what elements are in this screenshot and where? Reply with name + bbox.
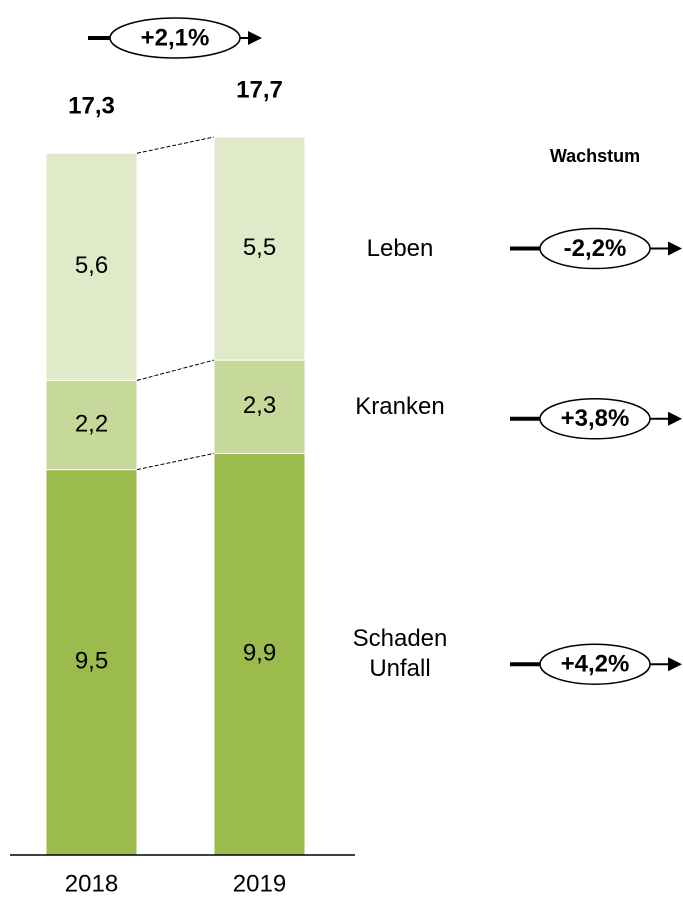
connector bbox=[136, 452, 215, 471]
bar-segment bbox=[45, 379, 138, 471]
arrow-head bbox=[248, 31, 262, 45]
bar-segment bbox=[213, 136, 306, 361]
arrow-head bbox=[668, 657, 682, 672]
total-label: 17,7 bbox=[236, 76, 283, 103]
bar-segment bbox=[213, 452, 306, 856]
growth-oval bbox=[539, 227, 651, 270]
growth-oval bbox=[539, 643, 651, 685]
growth-label: +3,8% bbox=[561, 405, 630, 432]
total-label: 17,3 bbox=[68, 93, 115, 120]
connector bbox=[136, 136, 215, 154]
growth-oval bbox=[539, 398, 651, 440]
growth-oval bbox=[109, 17, 241, 59]
growth-title: Wachstum bbox=[550, 146, 640, 166]
growth-label: -2,2% bbox=[564, 235, 627, 262]
x-tick-label: 2019 bbox=[233, 870, 286, 897]
value-label: 2,3 bbox=[243, 392, 276, 419]
value-label: 9,9 bbox=[243, 640, 276, 667]
growth-label: +4,2% bbox=[561, 651, 630, 678]
connector bbox=[136, 359, 215, 381]
series-label: Leben bbox=[366, 234, 434, 262]
bar-segment bbox=[45, 469, 138, 856]
x-tick-label: 2018 bbox=[65, 870, 118, 897]
arrow-head bbox=[668, 241, 682, 256]
bar-segment bbox=[45, 152, 138, 381]
series-label: Schaden Unfall bbox=[352, 625, 448, 683]
arrow-head bbox=[668, 411, 682, 426]
value-label: 2,2 bbox=[75, 410, 108, 437]
growth-label: +2,1% bbox=[141, 24, 210, 51]
value-label: 9,5 bbox=[75, 648, 108, 675]
value-label: 5,5 bbox=[243, 234, 276, 261]
value-label: 5,6 bbox=[75, 252, 108, 279]
series-label: Kranken bbox=[355, 392, 445, 420]
